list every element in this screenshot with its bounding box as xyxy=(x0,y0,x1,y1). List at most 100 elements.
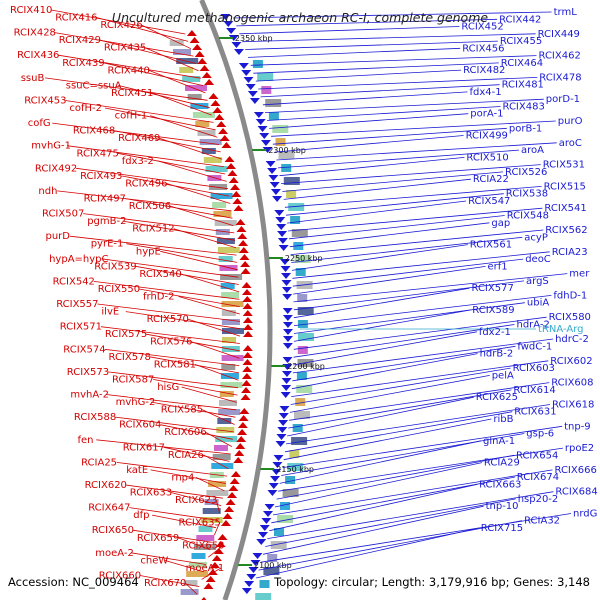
leader-line xyxy=(122,220,236,241)
gene-label: deoC xyxy=(525,254,551,265)
gene-label: RCIX469 xyxy=(118,133,160,144)
leader-line xyxy=(152,514,217,529)
leader-line xyxy=(292,338,554,374)
leader-line xyxy=(293,331,477,366)
leader-line xyxy=(282,425,563,468)
gene-label: RCIX539 xyxy=(94,261,136,272)
forward-gene-arrow xyxy=(253,112,264,118)
forward-gene-arrow xyxy=(282,343,293,349)
feature-box xyxy=(297,294,308,302)
feature-box xyxy=(281,164,292,172)
reverse-gene-arrow xyxy=(212,107,223,113)
forward-gene-arrow xyxy=(276,224,287,230)
leader-line xyxy=(76,167,228,190)
reverse-gene-arrow xyxy=(227,170,238,176)
leader-line xyxy=(288,389,512,429)
forward-gene-arrow xyxy=(281,378,292,384)
gene-label: RCIX452 xyxy=(461,22,503,33)
gene-label: RCIX462 xyxy=(539,51,581,62)
reverse-gene-arrow xyxy=(213,548,224,554)
forward-gene-arrow xyxy=(265,161,276,167)
gene-label: erf1 xyxy=(488,261,508,272)
forward-gene-arrow xyxy=(267,490,278,496)
leader-line xyxy=(293,287,470,319)
leader-line xyxy=(69,235,237,256)
leader-line xyxy=(144,47,199,72)
reverse-gene-arrow xyxy=(238,240,249,246)
forward-gene-arrow xyxy=(272,196,283,202)
forward-gene-arrow xyxy=(279,406,290,412)
reverse-gene-arrow xyxy=(237,422,248,428)
feature-box xyxy=(188,562,207,568)
leader-line xyxy=(279,440,482,484)
feature-box xyxy=(295,398,306,406)
gene-label: hdrB-2 xyxy=(480,349,514,360)
gene-label: RCIX580 xyxy=(549,312,591,323)
leader-line xyxy=(160,250,238,271)
gene-label: RCIX606 xyxy=(164,427,206,438)
gene-label: purD xyxy=(46,231,71,242)
feature-box xyxy=(298,333,314,341)
forward-gene-arrow xyxy=(269,182,280,188)
leader-line xyxy=(269,484,478,532)
feature-box xyxy=(198,526,213,532)
forward-gene-arrow xyxy=(260,140,271,146)
gene-label: RCIX585 xyxy=(161,405,203,416)
reverse-gene-arrow xyxy=(225,499,236,505)
leader-line xyxy=(96,439,231,455)
gene-label: fwdC-1 xyxy=(517,341,552,352)
gene-label: RCIX715 xyxy=(481,523,523,534)
gene-label: RCIX428 xyxy=(14,28,56,39)
gene-label: porA-1 xyxy=(470,109,503,120)
leader-line xyxy=(274,135,464,153)
gene-label: hdrC-2 xyxy=(555,334,589,345)
rna-label: tRNA-Arg xyxy=(538,324,583,335)
leader-line xyxy=(288,215,505,240)
reverse-gene-arrow xyxy=(236,226,247,232)
forward-gene-arrow xyxy=(220,14,231,20)
gene-label: RCIX625 xyxy=(476,392,518,403)
leader-line xyxy=(247,47,461,58)
forward-gene-arrow xyxy=(247,91,258,97)
leader-line xyxy=(130,552,207,565)
leader-line xyxy=(285,193,504,216)
gene-label: fdx4-1 xyxy=(470,87,502,98)
leader-line xyxy=(164,560,205,573)
leader-line xyxy=(153,379,238,396)
leader-line xyxy=(283,418,492,461)
feature-box xyxy=(206,490,229,496)
feature-box xyxy=(295,268,306,276)
feature-box xyxy=(215,229,230,235)
feature-box xyxy=(291,437,308,445)
forward-gene-arrow xyxy=(245,84,256,90)
leader-line xyxy=(187,318,241,337)
kbp-tick-label: 2250 kbp xyxy=(285,254,323,263)
gene-label: ribB xyxy=(493,414,513,425)
gene-label: hsp20-2 xyxy=(518,494,559,505)
forward-gene-arrow xyxy=(280,392,291,398)
leader-line xyxy=(292,345,516,382)
forward-gene-arrow xyxy=(241,70,252,76)
gene-label: RCIA32 xyxy=(524,516,560,527)
forward-gene-arrow xyxy=(243,77,254,83)
feature-box xyxy=(212,454,231,460)
gene-label: RCIX576 xyxy=(150,337,192,348)
feature-box xyxy=(268,112,279,120)
leader-line xyxy=(208,544,224,558)
leader-line xyxy=(292,258,524,287)
feature-box xyxy=(259,580,270,588)
feature-box xyxy=(220,283,235,289)
forward-gene-arrow xyxy=(281,385,292,391)
feature-box xyxy=(297,320,308,328)
gene-label: RCIX538 xyxy=(506,189,548,200)
leader-line xyxy=(258,77,538,90)
forward-gene-arrow xyxy=(267,168,278,174)
gene-label: RCIX507 xyxy=(42,209,84,220)
leader-line xyxy=(97,303,241,322)
gene-label: RCIX497 xyxy=(84,194,126,205)
leader-line xyxy=(191,341,240,359)
gene-label: RCIX436 xyxy=(17,50,59,61)
reverse-gene-arrow xyxy=(240,261,251,267)
kbp-tick-label: 2200 kbp xyxy=(287,362,325,371)
